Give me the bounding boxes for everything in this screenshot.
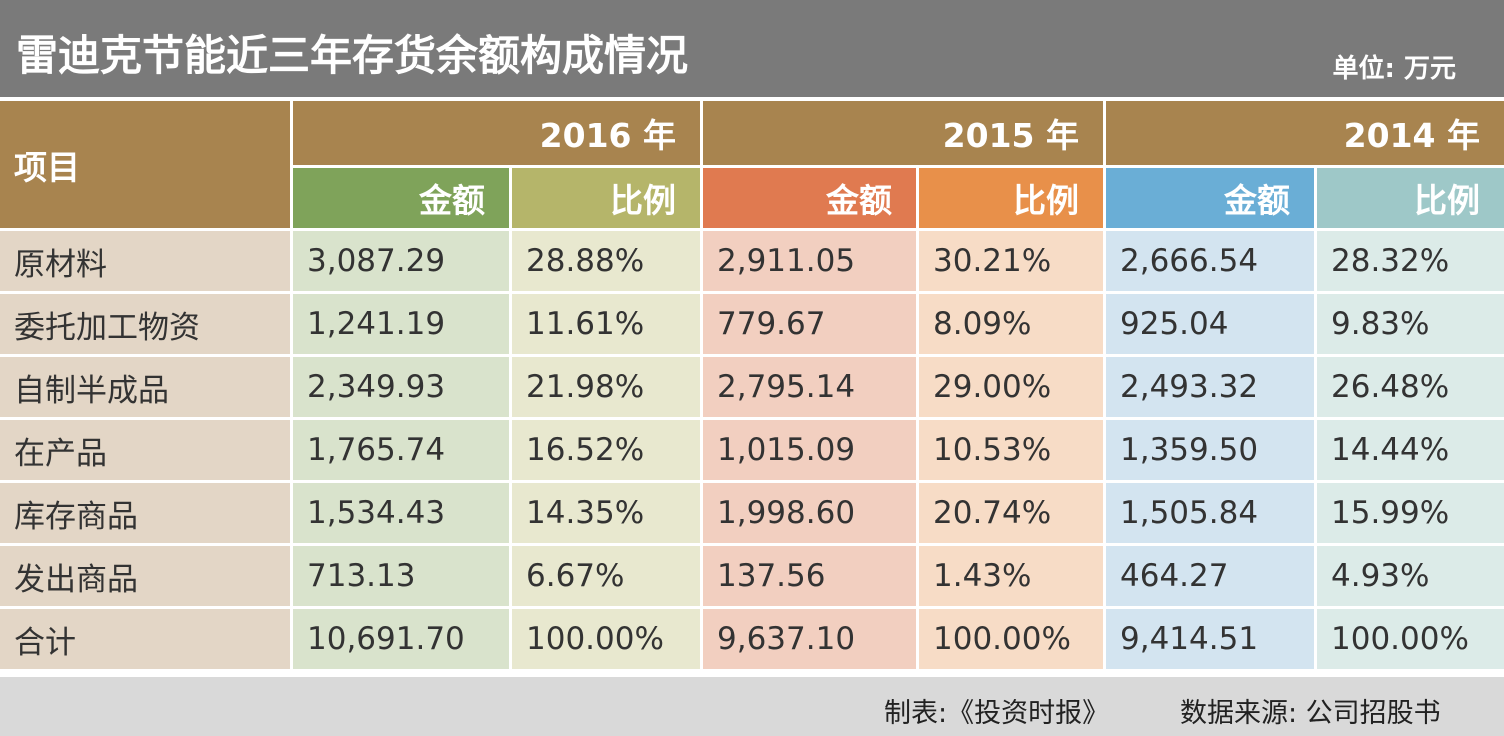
ratio-header: 比例 xyxy=(1317,168,1504,228)
table: 项目 2016 年金额 比例 2015 年金额 比例 2014 年金额 比例 原材料 3,087… xyxy=(0,101,1504,669)
cell-value: 1,241.19 xyxy=(293,294,509,354)
row-label: 在产品 xyxy=(0,420,290,480)
cell-value: 29.00% xyxy=(919,357,1103,417)
cell-value: 100.00% xyxy=(919,609,1103,669)
year-header: 2015 年 xyxy=(703,101,1103,165)
year-header: 2016 年 xyxy=(293,101,700,165)
cell-value: 10.53% xyxy=(919,420,1103,480)
source: 数据来源: 公司招股书 xyxy=(1180,698,1441,729)
cell-value: 1,359.50 xyxy=(1106,420,1314,480)
cell-value: 10,691.70 xyxy=(293,609,509,669)
cell-value: 26.48% xyxy=(1317,357,1504,417)
cell-value: 15.99% xyxy=(1317,483,1504,543)
cell-value: 28.88% xyxy=(512,231,700,291)
cell-value: 9.83% xyxy=(1317,294,1504,354)
cell-value: 1,015.09 xyxy=(703,420,916,480)
cell-value: 9,414.51 xyxy=(1106,609,1314,669)
cell-value: 1,998.60 xyxy=(703,483,916,543)
cell-value: 137.56 xyxy=(703,546,916,606)
cell-value: 2,795.14 xyxy=(703,357,916,417)
cell-value: 2,349.93 xyxy=(293,357,509,417)
cell-value: 1,534.43 xyxy=(293,483,509,543)
cell-value: 1.43% xyxy=(919,546,1103,606)
cell-value: 1,765.74 xyxy=(293,420,509,480)
cell-value: 100.00% xyxy=(1317,609,1504,669)
cell-value: 30.21% xyxy=(919,231,1103,291)
cell-value: 20.74% xyxy=(919,483,1103,543)
cell-value: 779.67 xyxy=(703,294,916,354)
cell-value: 4.93% xyxy=(1317,546,1504,606)
cell-value: 2,911.05 xyxy=(703,231,916,291)
row-label: 合计 xyxy=(0,609,290,669)
cell-value: 6.67% xyxy=(512,546,700,606)
year-header: 2014 年 xyxy=(1106,101,1504,165)
cell-value: 16.52% xyxy=(512,420,700,480)
row-label: 原材料 xyxy=(0,231,290,291)
cell-value: 925.04 xyxy=(1106,294,1314,354)
cell-value: 11.61% xyxy=(512,294,700,354)
item-header: 项目 xyxy=(0,101,290,228)
amount-header: 金额 xyxy=(293,168,509,228)
cell-value: 14.35% xyxy=(512,483,700,543)
cell-value: 2,666.54 xyxy=(1106,231,1314,291)
cell-value: 713.13 xyxy=(293,546,509,606)
row-label: 委托加工物资 xyxy=(0,294,290,354)
cell-value: 1,505.84 xyxy=(1106,483,1314,543)
row-label: 库存商品 xyxy=(0,483,290,543)
cell-value: 21.98% xyxy=(512,357,700,417)
cell-value: 8.09% xyxy=(919,294,1103,354)
title-bar: 雷迪克节能近三年存货余额构成情况 单位: 万元 xyxy=(0,0,1504,97)
amount-header: 金额 xyxy=(703,168,916,228)
cell-value: 3,087.29 xyxy=(293,231,509,291)
cell-value: 14.44% xyxy=(1317,420,1504,480)
cell-value: 2,493.32 xyxy=(1106,357,1314,417)
amount-header: 金额 xyxy=(1106,168,1314,228)
row-label: 自制半成品 xyxy=(0,357,290,417)
ratio-header: 比例 xyxy=(512,168,700,228)
cell-value: 100.00% xyxy=(512,609,700,669)
title: 雷迪克节能近三年存货余额构成情况 xyxy=(16,31,689,80)
cell-value: 9,637.10 xyxy=(703,609,916,669)
ratio-header: 比例 xyxy=(919,168,1103,228)
cell-value: 28.32% xyxy=(1317,231,1504,291)
cell-value: 464.27 xyxy=(1106,546,1314,606)
row-label: 发出商品 xyxy=(0,546,290,606)
footer: 制表:《投资时报》 数据来源: 公司招股书 xyxy=(0,677,1504,736)
unit: 单位: 万元 xyxy=(1332,54,1456,84)
credit: 制表:《投资时报》 xyxy=(884,698,1110,729)
